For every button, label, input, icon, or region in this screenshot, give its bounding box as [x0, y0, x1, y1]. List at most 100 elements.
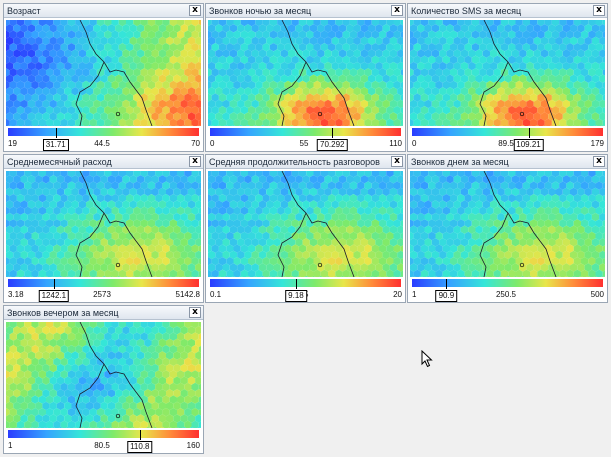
- hex-cell: [9, 80, 17, 90]
- panel-titlebar[interactable]: Возраст x: [4, 4, 203, 18]
- hex-cell: [424, 112, 432, 121]
- panel-titlebar[interactable]: Средняя продолжительность разговоров x: [206, 155, 405, 169]
- hex-cell: [118, 206, 126, 215]
- hex-cell: [471, 80, 480, 90]
- hex-cell: [229, 49, 238, 58]
- close-icon[interactable]: x: [391, 5, 403, 16]
- close-icon[interactable]: x: [391, 156, 403, 167]
- hex-cell: [82, 43, 90, 52]
- panel-titlebar[interactable]: Звонков вечером за месяц x: [4, 306, 203, 320]
- hex-cell: [413, 244, 421, 253]
- hex-cell: [349, 80, 358, 90]
- hex-cell: [410, 231, 414, 241]
- hex-cell: [562, 263, 570, 272]
- hex-cell: [428, 219, 436, 228]
- hex-cell: [166, 351, 174, 360]
- close-icon[interactable]: x: [189, 156, 201, 167]
- hex-cell: [248, 171, 256, 178]
- hex-cell: [129, 414, 137, 423]
- hex-cell: [53, 244, 61, 253]
- hex-cell: [317, 238, 325, 247]
- hex-cell: [326, 124, 330, 126]
- hex-cell: [389, 225, 398, 234]
- scale-marker: [53, 279, 55, 289]
- hex-cell: [100, 338, 108, 348]
- close-icon[interactable]: x: [593, 156, 605, 167]
- panel-titlebar[interactable]: Количество SMS за месяц x: [408, 4, 607, 18]
- hex-cell: [211, 194, 219, 203]
- hex-cell: [417, 175, 425, 184]
- hex-cell: [6, 376, 14, 385]
- hex-cell: [244, 74, 252, 83]
- hex-cell: [31, 408, 39, 417]
- panel-titlebar[interactable]: Звонков ночью за месяц x: [206, 4, 405, 18]
- hex-cell: [24, 332, 32, 341]
- hex-cell: [291, 269, 299, 277]
- hex-cell: [162, 194, 170, 203]
- hex-cell: [111, 206, 119, 215]
- hex-cell: [237, 200, 245, 209]
- panel-titlebar[interactable]: Среднемесячный расход x: [4, 155, 203, 169]
- hex-cell: [16, 194, 25, 203]
- hex-cell: [464, 219, 472, 228]
- hex-cell: [75, 194, 83, 203]
- hex-cell: [566, 118, 574, 126]
- hex-cell: [533, 99, 541, 109]
- hex-cell: [82, 357, 90, 366]
- hex-cell: [591, 24, 600, 33]
- hex-cell: [122, 175, 130, 184]
- hex-cell: [24, 181, 32, 190]
- hex-cell: [251, 250, 259, 260]
- color-scale-bar: [412, 128, 603, 136]
- hex-cell: [490, 49, 498, 58]
- hex-cell: [471, 106, 480, 115]
- hex-cell: [318, 124, 323, 126]
- close-icon[interactable]: x: [189, 5, 201, 16]
- hex-cell: [468, 200, 476, 209]
- hex-cell: [377, 124, 381, 126]
- hex-cell: [244, 238, 252, 247]
- hex-cell: [457, 43, 465, 52]
- hex-cell: [324, 175, 332, 184]
- hex-cell: [335, 68, 343, 77]
- hex-cell: [233, 231, 241, 241]
- hex-cell: [60, 408, 68, 417]
- hex-cell: [382, 36, 390, 46]
- hex-cell: [484, 275, 489, 277]
- hex-cell: [379, 68, 387, 77]
- hex-cell: [60, 322, 68, 329]
- hex-cell: [67, 257, 76, 266]
- hex-cell: [581, 93, 589, 102]
- hex-cell: [111, 231, 119, 241]
- hex-cell: [515, 206, 523, 215]
- hex-cell: [233, 20, 241, 27]
- panel-titlebar[interactable]: Звонков днем за месяц x: [408, 155, 607, 169]
- hex-cell: [544, 194, 552, 203]
- hex-cell: [282, 275, 287, 277]
- hex-cell: [71, 263, 79, 272]
- hex-cell: [13, 24, 21, 33]
- hex-cell: [413, 30, 421, 39]
- hex-cell: [298, 244, 307, 253]
- hex-cell: [364, 194, 372, 203]
- hex-cell: [140, 43, 148, 52]
- hex-cell: [111, 20, 119, 27]
- hex-cell: [158, 87, 166, 96]
- hex-cell: [6, 171, 10, 178]
- hex-cell: [9, 206, 17, 215]
- close-icon[interactable]: x: [189, 307, 201, 318]
- close-icon[interactable]: x: [593, 5, 605, 16]
- hex-cell: [35, 250, 43, 260]
- hex-cell: [6, 363, 14, 373]
- hex-cell: [419, 275, 423, 277]
- hex-cell: [144, 389, 152, 398]
- hex-cell: [450, 20, 458, 27]
- hex-cell: [118, 408, 126, 417]
- hex-cell: [393, 93, 401, 102]
- hex-cell: [349, 206, 358, 215]
- hex-cell: [295, 74, 303, 83]
- hex-cell: [411, 275, 416, 277]
- hex-cell: [49, 389, 57, 398]
- hex-cell: [464, 181, 472, 190]
- hex-cell: [107, 61, 116, 71]
